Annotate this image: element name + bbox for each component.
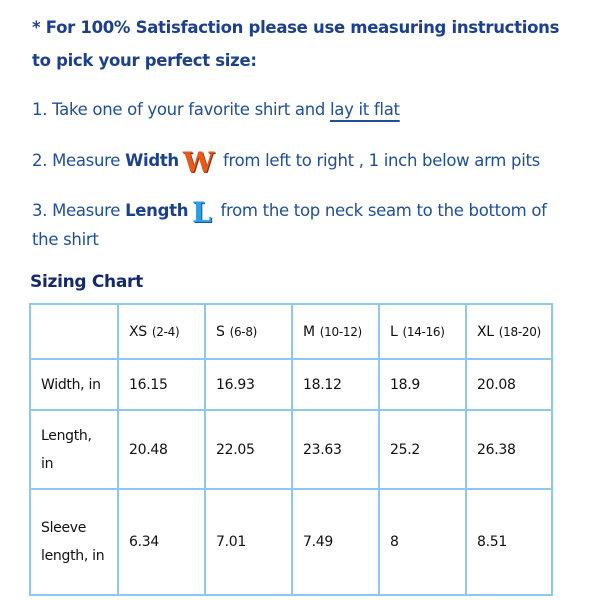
- cell: 6.34: [117, 488, 206, 596]
- sizing-table: XS (2-4) S (6-8) M (10-12) L (14-16) XL (18-2…: [29, 303, 553, 596]
- cell: 16.93: [204, 358, 293, 411]
- cell: 16.15: [117, 358, 206, 411]
- header-cell: XL (18-20): [465, 303, 553, 360]
- size-range: (14-16): [402, 324, 445, 339]
- header-cell: M (10-12): [291, 303, 380, 360]
- empty-header-cell: [29, 303, 119, 360]
- step-3: 3. Measure Length L from the top neck sea…: [32, 199, 547, 227]
- cell: 20.08: [465, 358, 553, 411]
- table-row: Sleeve length, in 6.34 7.01 7.49 8 8.51: [29, 488, 553, 596]
- size-range: (6-8): [229, 324, 258, 339]
- size-label: S: [216, 323, 225, 340]
- size-range: (2-4): [151, 324, 180, 339]
- table-row: Length, in 20.48 22.05 23.63 25.2 26.38: [29, 409, 553, 490]
- lay-it-flat-link[interactable]: lay it flat: [330, 100, 400, 119]
- step-1: 1. Take one of your favorite shirt and l…: [32, 100, 400, 119]
- cell: 23.63: [291, 409, 380, 490]
- width-label: Width: [125, 151, 179, 170]
- length-letter-icon: L: [192, 196, 212, 229]
- row-label: Sleeve length, in: [29, 488, 119, 596]
- header-cell: XS (2-4): [117, 303, 206, 360]
- cell: 18.12: [291, 358, 380, 411]
- row-label: Width, in: [29, 358, 119, 411]
- sizing-chart-title: Sizing Chart: [30, 272, 143, 292]
- table-header-row: XS (2-4) S (6-8) M (10-12) L (14-16) XL (18-2…: [29, 303, 553, 360]
- row-label: Length, in: [29, 409, 119, 490]
- cell: 8.51: [465, 488, 553, 596]
- cell: 22.05: [204, 409, 293, 490]
- step-2-suffix: from left to right , 1 inch below arm pi…: [218, 151, 540, 170]
- size-label: L: [390, 323, 398, 340]
- size-label: XL: [477, 323, 494, 340]
- size-label: XS: [129, 323, 147, 340]
- cell: 7.01: [204, 488, 293, 596]
- step-2: 2. Measure Width W from left to right , 1…: [32, 149, 540, 177]
- cell: 18.9: [378, 358, 467, 411]
- length-label: Length: [125, 201, 189, 220]
- step-2-text: 2. Measure: [32, 151, 126, 170]
- cell: 8: [378, 488, 467, 596]
- step-3-continuation: the shirt: [32, 230, 99, 249]
- size-label: M: [303, 323, 315, 340]
- step-1-text: 1. Take one of your favorite shirt and: [32, 100, 330, 119]
- step-3-suffix: from the top neck seam to the bottom of: [215, 201, 547, 220]
- cell: 7.49: [291, 488, 380, 596]
- size-range: (10-12): [319, 324, 362, 339]
- step-3-text: 3. Measure: [32, 201, 126, 220]
- cell: 25.2: [378, 409, 467, 490]
- size-range: (18-20): [498, 324, 541, 339]
- cell: 20.48: [117, 409, 206, 490]
- cell: 26.38: [465, 409, 553, 490]
- table-row: Width, in 16.15 16.93 18.12 18.9 20.08: [29, 358, 553, 411]
- width-letter-icon: W: [182, 146, 215, 179]
- intro-line-2: to pick your perfect size:: [32, 51, 257, 70]
- header-cell: L (14-16): [378, 303, 467, 360]
- header-cell: S (6-8): [204, 303, 293, 360]
- intro-line-1: * For 100% Satisfaction please use measu…: [32, 18, 560, 37]
